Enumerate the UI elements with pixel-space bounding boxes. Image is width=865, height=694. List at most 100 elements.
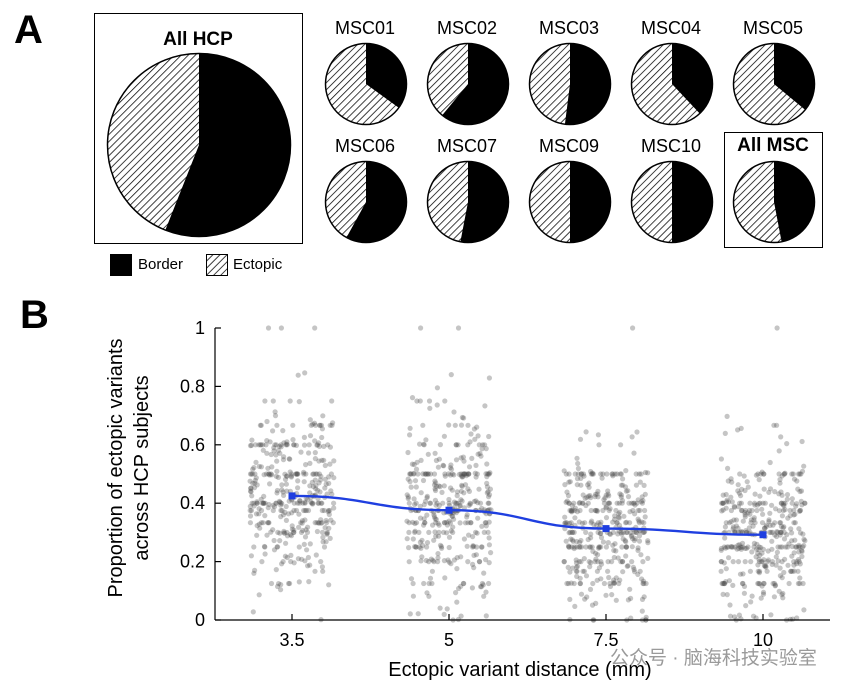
scatter-point [271,448,277,454]
scatter-point [607,506,613,512]
scatter-point [260,500,266,506]
scatter-point [637,568,643,574]
scatter-point [576,559,582,565]
scatter-point [765,548,771,554]
scatter-point [271,547,278,553]
scatter-point [758,595,764,601]
scatter-point [407,479,413,485]
scatter-point [738,544,745,551]
scatter-point [302,507,308,514]
scatter-point [639,576,645,582]
scatter-point [730,544,736,550]
scatter-point [601,497,607,503]
scatter-point [719,500,725,506]
scatter-point [474,530,480,536]
scatter-point [756,501,762,507]
scatter-point [737,500,743,506]
scatter-point [725,544,731,550]
scatter-point [418,558,424,564]
scatter-point [273,442,279,448]
scatter-point [615,531,621,537]
scatter-point [289,510,295,516]
pie-msc09 [528,160,612,244]
x-axis-label: Ectopic variant distance (mm) [388,659,651,681]
scatter-point [257,422,263,428]
pie-msc07-outline [426,160,510,244]
scatter-point [290,422,296,428]
scatter-point [640,529,646,535]
scatter-point [786,580,792,587]
scatter-point [446,471,452,477]
scatter-point [748,520,754,526]
scatter-point [586,559,592,565]
scatter-point [280,428,286,434]
scatter-point [301,541,307,547]
scatter-point [293,442,299,448]
scatter-point [574,568,580,574]
scatter-point [322,525,328,531]
scatter-point [772,583,778,589]
scatter-point [765,559,771,565]
scatter-point [412,501,418,508]
scatter-point [431,482,438,488]
scatter-point [581,473,587,479]
scatter-point [435,551,441,557]
scatter-point [331,458,337,464]
scatter-point [645,538,651,544]
scatter-point [577,436,584,442]
scatter-point [760,546,767,552]
scatter-point [459,474,465,480]
pie-msc04-outline [630,42,714,126]
scatter-point [775,544,781,550]
scatter-point [796,544,802,550]
scatter-point [426,559,432,565]
scatter-points [247,325,808,623]
scatter-point [319,434,325,441]
scatter-point [777,480,783,486]
scatter-point [789,538,795,544]
scatter-point [752,520,758,526]
scatter-point [588,471,595,477]
scatter-point [466,488,472,494]
scatter-point [763,563,769,569]
scatter-point [461,471,468,477]
scatter-point [420,477,427,484]
scatter-point [473,552,479,558]
scatter-point [605,568,611,574]
scatter-point [761,557,767,563]
pie-title-msc10: MSC10 [640,136,702,156]
scatter-point [312,520,318,526]
scatter-point [270,502,276,508]
scatter-point [606,574,612,581]
scatter-point [636,533,643,539]
scatter-point [258,507,265,514]
scatter-point [620,476,626,482]
scatter-point [583,544,589,550]
scatter-point [573,557,579,563]
scatter-point [589,602,596,608]
scatter-point [322,476,328,482]
scatter-point [249,493,255,499]
scatter-point [274,487,280,494]
scatter-point [756,559,763,565]
scatter-point [777,544,783,550]
scatter-point [615,555,621,561]
scatter-point [585,536,591,543]
scatter-point [430,522,436,528]
scatter-point [641,580,647,587]
scatter-point [280,512,287,518]
scatter-point [299,520,305,526]
mean-marker [445,506,453,514]
scatter-point [796,526,802,532]
scatter-point [566,530,572,536]
pie-msc01-border-slice [366,43,407,108]
scatter-point [774,529,780,535]
scatter-point [610,580,617,586]
scatter-point [603,492,609,498]
scatter-point [446,518,452,524]
scatter-point [306,579,312,585]
scatter-point [735,482,741,488]
scatter-point [417,515,424,521]
scatter-point [761,563,768,569]
scatter-point [589,471,596,477]
